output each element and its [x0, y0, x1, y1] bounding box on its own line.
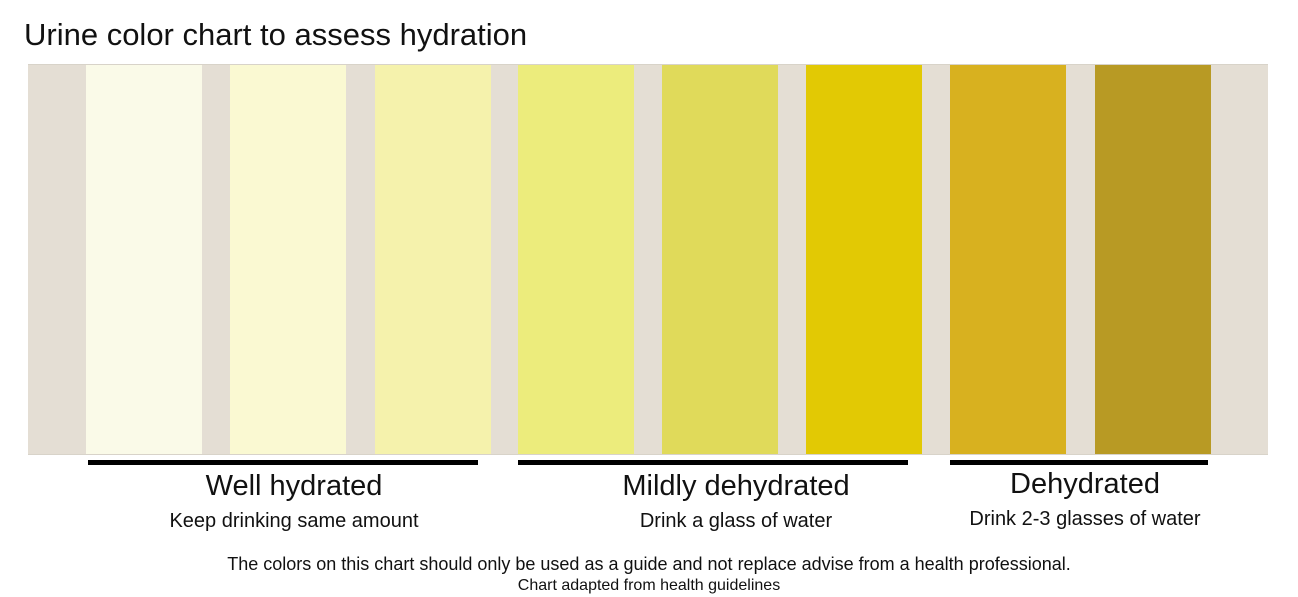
group-advice: Drink 2-3 glasses of water — [969, 508, 1201, 530]
group-dehydrated: Dehydrated Drink 2-3 glasses of water — [940, 467, 1230, 532]
group-bar-well-hydrated — [88, 460, 478, 465]
group-title: Mildly dehydrated — [622, 470, 850, 502]
color-swatch-6 — [806, 65, 922, 454]
group-bar-mildly-dehydrated — [518, 460, 908, 465]
color-swatch-8 — [1095, 65, 1211, 454]
group-mildly-dehydrated: Mildly dehydrated Drink a glass of water — [518, 469, 954, 534]
color-swatch-5 — [662, 65, 778, 454]
group-advice: Drink a glass of water — [639, 510, 833, 532]
chart-title: Urine color chart to assess hydration — [24, 17, 528, 52]
group-bar-dehydrated — [950, 460, 1208, 465]
group-title: Well hydrated — [205, 470, 383, 502]
group-title: Dehydrated — [1010, 468, 1160, 500]
disclaimer-text: The colors on this chart should only be … — [227, 554, 1071, 574]
color-swatch-3 — [375, 65, 491, 454]
group-well-hydrated: Well hydrated Keep drinking same amount — [88, 469, 500, 534]
group-advice: Keep drinking same amount — [169, 510, 419, 532]
credit-text: Chart adapted from health guidelines — [517, 577, 781, 594]
color-swatch-7 — [950, 65, 1066, 454]
color-swatch-1 — [86, 65, 202, 454]
color-swatch-2 — [230, 65, 346, 454]
color-strip — [28, 64, 1268, 455]
color-swatch-4 — [518, 65, 634, 454]
